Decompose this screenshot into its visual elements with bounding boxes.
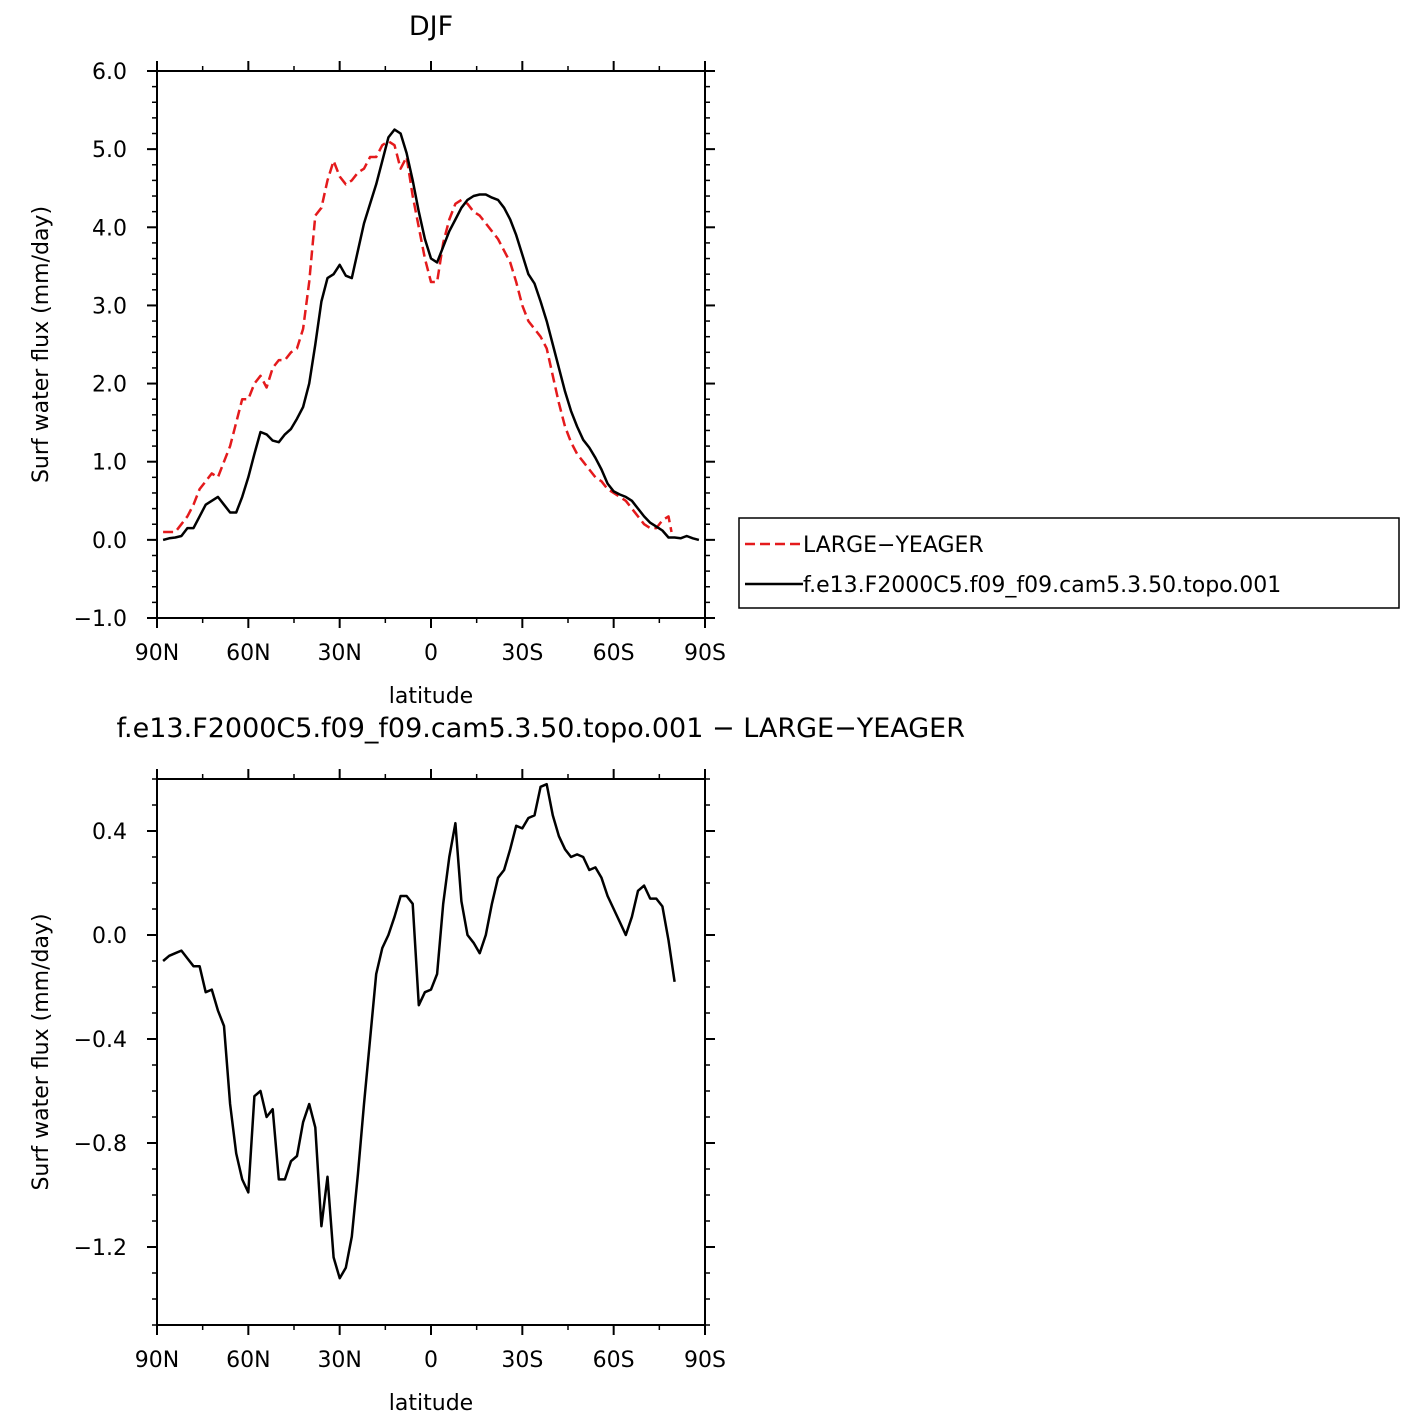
y-tick-label: 2.0	[92, 373, 127, 398]
y-axis-label: Surf water flux (mm/day)	[29, 206, 54, 483]
x-tick-label: 90N	[135, 1348, 179, 1373]
series-line-0	[162, 782, 676, 1280]
series-line-1	[162, 128, 700, 542]
x-tick-label: 60N	[226, 1348, 270, 1373]
x-tick-label: 90N	[135, 641, 179, 666]
chart-title: f.e13.F2000C5.f09_f09.cam5.3.50.topo.001…	[117, 713, 965, 744]
x-tick-label: 0	[424, 641, 438, 666]
y-tick-label: 0.0	[92, 924, 127, 949]
bottom-panel: 90N 60N 30N 0 30S 60S 90S −1.2 −0.8 −0.4 0.0 0.4 lat…	[29, 713, 965, 1416]
y-tick-label: −1.0	[74, 607, 127, 632]
y-tick-label: −0.4	[74, 1028, 127, 1053]
x-tick-label: 30N	[317, 641, 361, 666]
legend-label-1: f.e13.F2000C5.f09_f09.cam5.3.50.topo.001	[803, 573, 1281, 598]
x-axis-label: latitude	[389, 684, 473, 709]
x-tick-label: 90S	[684, 641, 726, 666]
x-tick-label: 90S	[684, 1348, 726, 1373]
legend-label-0: LARGE−YEAGER	[803, 533, 984, 558]
x-axis-label: latitude	[389, 1391, 473, 1416]
plot-frame	[156, 70, 706, 619]
x-tick-label: 30S	[501, 641, 543, 666]
series-line-0	[163, 140, 673, 534]
chart-title: DJF	[409, 11, 453, 42]
legend-box	[738, 517, 1400, 609]
x-tick-label: 60N	[226, 641, 270, 666]
y-tick-label: 0.0	[92, 529, 127, 554]
y-tick-label: 5.0	[92, 138, 127, 163]
plot-frame	[156, 778, 706, 1326]
top-panel: 90N 60N 30N 0 30S 60S 90S −1.0 0.0 1.0 2.0 3.0 4.0 5.…	[29, 11, 1400, 709]
x-tick-label: 30N	[317, 1348, 361, 1373]
y-axis-label: Surf water flux (mm/day)	[29, 913, 54, 1190]
y-tick-label: −0.8	[74, 1132, 127, 1157]
y-tick-label: 6.0	[92, 60, 127, 85]
x-tick-label: 60S	[593, 641, 635, 666]
y-tick-label: 4.0	[92, 216, 127, 241]
x-tick-label: 30S	[501, 1348, 543, 1373]
y-tick-label: 0.4	[92, 820, 127, 845]
x-tick-label: 0	[424, 1348, 438, 1373]
y-tick-label: −1.2	[74, 1236, 127, 1261]
x-tick-label: 60S	[593, 1348, 635, 1373]
y-tick-label: 3.0	[92, 294, 127, 319]
y-tick-label: 1.0	[92, 451, 127, 476]
